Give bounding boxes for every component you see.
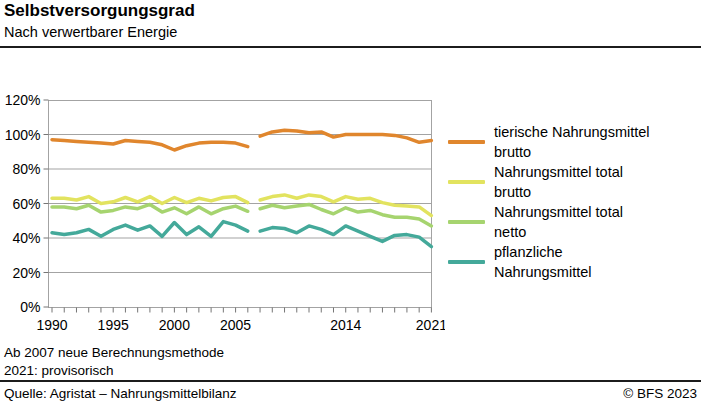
x-tick-label: 2014 xyxy=(330,317,361,333)
legend-swatch xyxy=(448,140,485,144)
y-tick-label: 20% xyxy=(12,265,40,281)
legend-item: Nahrungsmittel totalnetto xyxy=(448,202,696,242)
series-line xyxy=(52,204,248,213)
series-line xyxy=(260,130,431,142)
legend-label: tierische Nahrungsmittelbrutto xyxy=(494,122,650,162)
legend-item: pflanzlicheNahrungsmittel xyxy=(448,242,696,282)
y-tick-label: 120% xyxy=(5,92,41,108)
series-line xyxy=(260,195,431,216)
series-line xyxy=(52,140,248,150)
x-tick-label: 2000 xyxy=(159,317,190,333)
line-chart: 0% 20% 40% 60% 80% 100% 120% 1990 1995 2000 2005 20… xyxy=(0,85,445,340)
x-tick-label: 2021 xyxy=(416,317,445,333)
legend-item: Nahrungsmittel totalbrutto xyxy=(448,162,696,202)
y-tick-label: 60% xyxy=(12,196,40,212)
y-tick-label: 0% xyxy=(20,299,40,315)
legend-label: pflanzlicheNahrungsmittel xyxy=(494,242,592,282)
x-tick-label: 1990 xyxy=(36,317,67,333)
x-tick-label: 2005 xyxy=(220,317,251,333)
series-line xyxy=(52,197,248,204)
legend-swatch xyxy=(448,220,485,224)
top-rule xyxy=(0,46,701,48)
y-tick-label: 80% xyxy=(12,161,40,177)
series-line xyxy=(260,226,431,247)
legend-label: Nahrungsmittel totalnetto xyxy=(494,202,623,242)
legend-item: tierische Nahrungsmittelbrutto xyxy=(448,122,696,162)
page-title: Selbstversorgungsgrad xyxy=(4,1,195,21)
footer: Quelle: Agristat – Nahrungsmittelbilanz … xyxy=(4,386,697,401)
legend-swatch xyxy=(448,180,485,184)
series-line xyxy=(52,222,248,237)
y-tick-label: 40% xyxy=(12,230,40,246)
source-text: Quelle: Agristat – Nahrungsmittelbilanz xyxy=(4,386,237,401)
page-subtitle: Nach verwertbarer Energie xyxy=(4,23,177,41)
footnote-method: Ab 2007 neue Berechnungsmethode xyxy=(4,344,224,362)
chart-legend: tierische NahrungsmittelbruttoNahrungsmi… xyxy=(448,122,696,282)
footnote-provisional: 2021: provisorisch xyxy=(4,362,224,380)
copyright-text: © BFS 2023 xyxy=(623,386,697,401)
footnotes: Ab 2007 neue Berechnungsmethode 2021: pr… xyxy=(4,344,224,379)
legend-label: Nahrungsmittel totalbrutto xyxy=(494,162,623,202)
x-tick-label: 1995 xyxy=(98,317,129,333)
y-tick-label: 100% xyxy=(5,127,41,143)
bottom-rule xyxy=(0,380,701,382)
legend-swatch xyxy=(448,260,485,264)
